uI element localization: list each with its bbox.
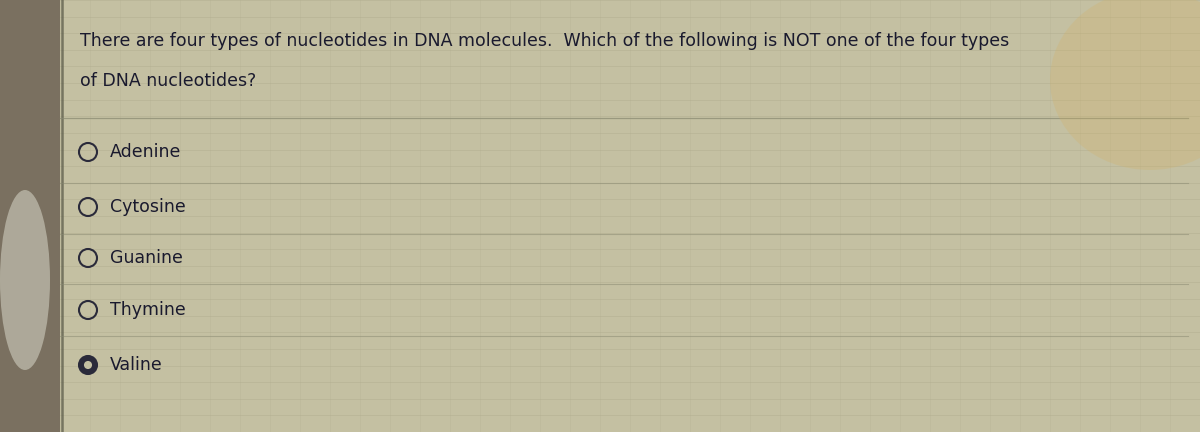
FancyBboxPatch shape: [0, 0, 60, 432]
Text: of DNA nucleotides?: of DNA nucleotides?: [80, 72, 257, 90]
Ellipse shape: [79, 356, 97, 374]
Ellipse shape: [1050, 0, 1200, 170]
Text: Cytosine: Cytosine: [110, 198, 186, 216]
FancyBboxPatch shape: [60, 0, 1200, 432]
Ellipse shape: [84, 361, 92, 369]
Text: Guanine: Guanine: [110, 249, 182, 267]
Text: Adenine: Adenine: [110, 143, 181, 161]
Ellipse shape: [0, 190, 50, 370]
Text: Valine: Valine: [110, 356, 163, 374]
Text: Thymine: Thymine: [110, 301, 186, 319]
Text: There are four types of nucleotides in DNA molecules.  Which of the following is: There are four types of nucleotides in D…: [80, 32, 1009, 50]
